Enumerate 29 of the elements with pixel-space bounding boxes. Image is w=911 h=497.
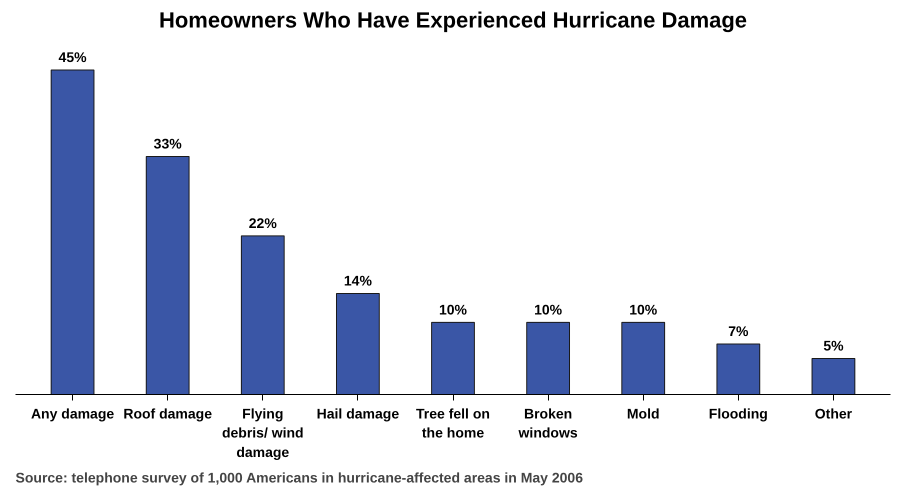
bar: [146, 156, 190, 394]
data-label: 22%: [248, 214, 278, 231]
bar: [812, 358, 856, 394]
x-tick-label: Flooding: [708, 406, 768, 422]
bar: [336, 293, 380, 394]
x-tick-label: Mold: [626, 406, 660, 422]
bar: [526, 322, 570, 394]
x-tick-label: Hail damage: [316, 406, 400, 422]
x-tick-label: Flying debris/ wind damage: [222, 406, 304, 460]
data-label: 10%: [534, 301, 563, 318]
data-label: 10%: [629, 301, 658, 318]
bar: [240, 235, 285, 394]
x-tick-label: Roof damage: [123, 406, 212, 422]
bar: [716, 344, 760, 394]
chart-title: Homeowners Who Have Experienced Hurricane Damage: [158, 8, 748, 32]
data-label: 10%: [438, 301, 468, 318]
source-note: Source: telephone survey of 1,000 Americans in hurricane-affected areas in May 2006: [16, 470, 584, 486]
x-tick-label: Any damage: [30, 406, 114, 422]
bar: [431, 322, 475, 394]
bar: [50, 69, 94, 394]
data-label: 14%: [344, 272, 372, 289]
x-tick-label: Tree fell on the home: [416, 406, 490, 441]
bar: [621, 322, 666, 394]
x-tick-label: Other: [814, 406, 853, 422]
data-label: 5%: [823, 337, 844, 354]
data-label: 7%: [728, 323, 749, 340]
x-tick-label: Broken windows: [518, 406, 578, 441]
data-label: 33%: [154, 136, 182, 152]
data-label: 45%: [58, 48, 88, 65]
